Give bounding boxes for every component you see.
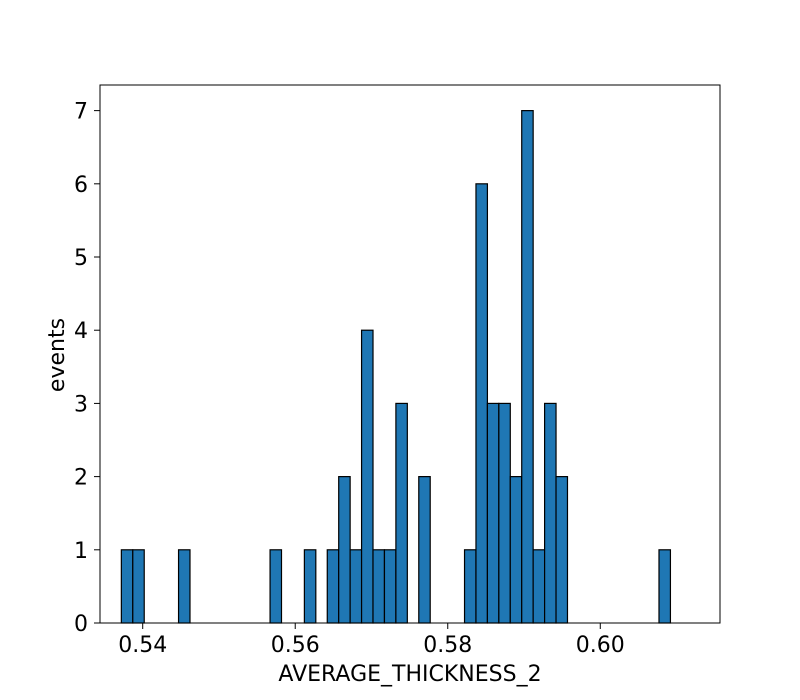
histogram-bar bbox=[269, 549, 283, 624]
histogram-bar bbox=[132, 549, 145, 624]
histogram-bar bbox=[498, 402, 511, 624]
histogram-bar bbox=[395, 402, 408, 624]
histogram-bar bbox=[418, 476, 431, 624]
histogram-bar bbox=[360, 329, 374, 624]
x-tick-label: 0.54 bbox=[118, 633, 167, 658]
x-tick-label: 0.60 bbox=[576, 633, 625, 658]
histogram-bar bbox=[303, 549, 317, 624]
y-tick-label: 7 bbox=[74, 100, 88, 125]
histogram-bar bbox=[486, 402, 500, 624]
histogram-bar bbox=[383, 549, 397, 624]
histogram-bar bbox=[532, 549, 546, 624]
histogram-bars bbox=[120, 110, 672, 624]
x-tick-label: 0.58 bbox=[423, 633, 472, 658]
y-axis-label: events bbox=[45, 318, 70, 392]
x-tick-label: 0.56 bbox=[271, 633, 320, 658]
x-axis-label: AVERAGE_THICKNESS_2 bbox=[278, 662, 541, 687]
histogram-bar bbox=[372, 549, 386, 624]
histogram-bar bbox=[120, 549, 134, 624]
y-tick-label: 6 bbox=[74, 173, 88, 198]
histogram-bar bbox=[543, 402, 557, 624]
plot-frame bbox=[99, 84, 721, 624]
y-tick-label: 1 bbox=[74, 539, 88, 564]
histogram-bar bbox=[338, 476, 351, 624]
y-tick-label: 0 bbox=[74, 612, 88, 637]
y-tick-label: 5 bbox=[74, 246, 88, 271]
histogram-bar bbox=[177, 549, 191, 624]
histogram-bar bbox=[349, 549, 363, 624]
x-axis-ticks: 0.54 0.56 0.58 0.60 bbox=[118, 623, 625, 658]
y-tick-label: 3 bbox=[74, 392, 88, 417]
y-tick-label: 4 bbox=[74, 319, 88, 344]
histogram-bar bbox=[521, 110, 534, 624]
histogram-bar bbox=[509, 476, 523, 624]
histogram-bar bbox=[326, 549, 340, 624]
histogram-bar bbox=[658, 549, 672, 624]
y-tick-label: 2 bbox=[74, 466, 88, 491]
histogram-bar bbox=[555, 476, 569, 624]
histogram-bar bbox=[475, 183, 489, 624]
histogram-bar bbox=[463, 549, 477, 624]
y-axis-ticks: 0 1 2 3 4 5 6 7 bbox=[74, 100, 100, 637]
